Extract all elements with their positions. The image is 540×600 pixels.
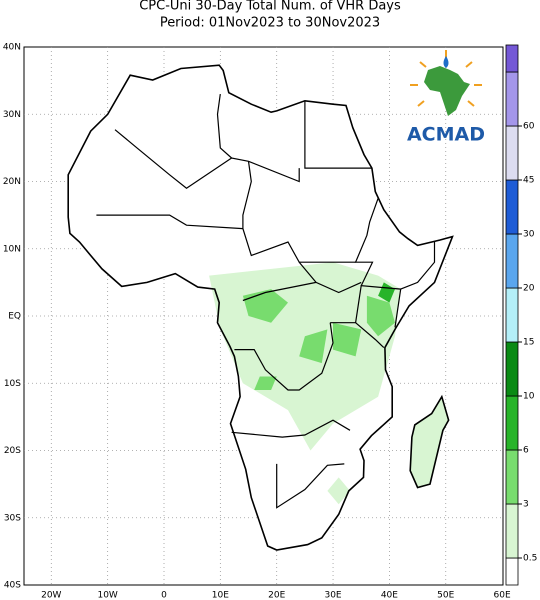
lat-label: 20S (4, 446, 21, 456)
border (231, 419, 351, 438)
colorbar-segment (505, 44, 519, 73)
title: CPC-Uni 30-Day Total Num. of VHR Days (139, 0, 401, 14)
lat-label: 40N (3, 43, 21, 53)
colorbar-segment (505, 395, 519, 451)
coastline (67, 64, 454, 551)
colorbar-segment (505, 557, 519, 586)
rain-patch (299, 329, 328, 364)
colorbar-label: 15 (523, 338, 534, 348)
lon-label: 20W (41, 591, 61, 600)
colorbar-segment (505, 449, 519, 505)
lon-label: 50E (437, 591, 454, 600)
colorbar-segment (505, 341, 519, 397)
rain-patch (327, 477, 350, 505)
border (304, 100, 373, 169)
border (355, 285, 402, 328)
colorbar-segment (505, 179, 519, 235)
lon-label: 40E (381, 591, 398, 600)
rain-patch (254, 376, 277, 390)
madagascar (409, 394, 450, 489)
border (330, 322, 385, 349)
lat-label: 10N (3, 244, 21, 254)
lon-label: 30E (324, 591, 341, 600)
lon-label: 60E (494, 591, 511, 600)
lat-label: 30N (3, 110, 21, 120)
lat-label: EQ (8, 312, 21, 322)
lat-label: 10S (4, 379, 21, 389)
border (298, 261, 362, 294)
border (276, 463, 345, 509)
border (242, 281, 317, 302)
lon-label: 0 (161, 591, 167, 600)
lon-label: 10W (97, 591, 117, 600)
colorbar-label: 20 (523, 284, 535, 294)
rain-patch (242, 289, 288, 323)
lon-label: 20E (268, 591, 285, 600)
colorbar-label: 30 (523, 230, 535, 240)
border (216, 94, 232, 159)
logo: ACMAD (407, 50, 485, 146)
period: Period: 01Nov2023 to 30Nov2023 (160, 16, 380, 31)
border (354, 198, 379, 286)
lat-label: 20N (3, 177, 21, 187)
colorbar-segment (505, 125, 519, 181)
colorbar-label: 3 (523, 500, 529, 510)
rain-patch (366, 295, 395, 337)
colorbar-segment (505, 287, 519, 343)
border (234, 322, 334, 391)
rain-patch (333, 322, 362, 357)
lat-label: 40S (4, 581, 21, 591)
colorbar-segment (505, 233, 519, 289)
border (400, 242, 436, 290)
colorbar: 0.5 3 6 10 15 20 30 45 60 (505, 44, 537, 586)
continent (67, 64, 454, 551)
border (114, 129, 300, 189)
colorbar-label: 45 (523, 176, 534, 186)
lon-label: 10E (212, 591, 229, 600)
border (96, 214, 243, 230)
colorbar-label: 0.5 (523, 554, 537, 564)
logo-text: ACMAD (407, 124, 485, 146)
lat-label: 30S (4, 513, 21, 523)
colorbar-segment (505, 71, 519, 127)
border (242, 161, 356, 263)
colorbar-label: 6 (523, 446, 529, 456)
colorbar-label: 10 (523, 392, 535, 402)
colorbar-label: 60 (523, 122, 535, 132)
colorbar-segment (505, 503, 519, 559)
